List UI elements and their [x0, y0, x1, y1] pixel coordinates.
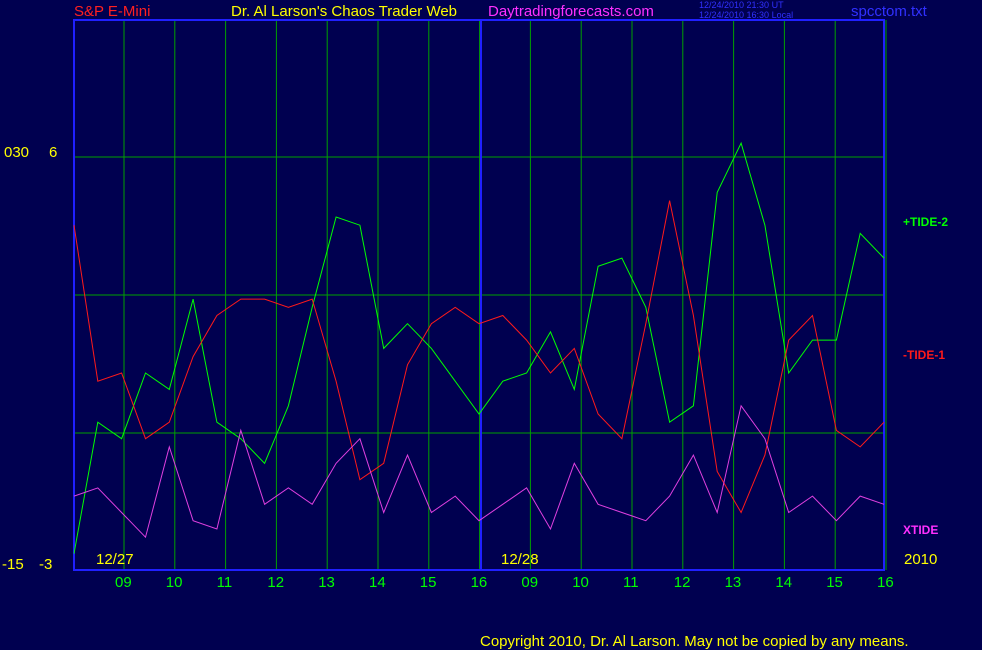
grid-lines	[74, 20, 887, 570]
local-time-label: 12/24/2010 16:30 Local	[699, 10, 793, 20]
hour-tick-label: 16	[471, 574, 488, 591]
series-line-tide2	[73, 141, 885, 554]
series-line-tide1	[73, 200, 885, 514]
copyright-notice: Copyright 2010, Dr. Al Larson. May not b…	[480, 633, 909, 650]
series-line-xtide	[73, 404, 885, 539]
y-label-bottom-left: -15	[2, 556, 24, 573]
hour-tick-label: 13	[318, 574, 335, 591]
hour-tick-label: 15	[826, 574, 843, 591]
hour-tick-label: 11	[623, 574, 639, 591]
hour-tick-label: 14	[775, 574, 792, 591]
hour-tick-label: 16	[877, 574, 894, 591]
hour-tick-label: 09	[521, 574, 538, 591]
plot-frame	[73, 19, 885, 571]
hour-tick-label: 10	[572, 574, 589, 591]
hour-tick-label: 14	[369, 574, 386, 591]
hour-tick-label: 15	[420, 574, 437, 591]
filename-label: spcctom.txt	[851, 3, 928, 20]
y-label-bottom-right: -3	[39, 556, 52, 573]
date-label-day2: 12/28	[501, 551, 539, 568]
chart-title: Dr. Al Larson's Chaos Trader Web	[231, 3, 457, 20]
hour-tick-label: 11	[217, 574, 233, 591]
ut-time-label: 12/24/2010 21:30 UT	[699, 0, 784, 10]
instrument-label: S&P E-Mini	[74, 3, 150, 20]
y-label-top-right: 6	[49, 144, 57, 161]
y-label-top-left: 030	[4, 144, 29, 161]
hour-tick-labels: 09 10 11 12 13 14 15 16 09 10 11 12 13 14 15 16	[115, 574, 894, 591]
hour-tick-label: 12	[674, 574, 691, 591]
hour-tick-label: 09	[115, 574, 132, 591]
date-label-day1: 12/27	[96, 551, 134, 568]
site-label: Daytradingforecasts.com	[488, 3, 654, 20]
year-label: 2010	[904, 551, 937, 568]
hour-tick-label: 12	[267, 574, 284, 591]
legend-tide2: +TIDE-2	[903, 215, 948, 229]
legend-tide1: -TIDE-1	[903, 348, 945, 362]
legend-xtide: XTIDE	[903, 523, 938, 537]
hour-tick-label: 10	[166, 574, 183, 591]
hour-tick-label: 13	[725, 574, 742, 591]
